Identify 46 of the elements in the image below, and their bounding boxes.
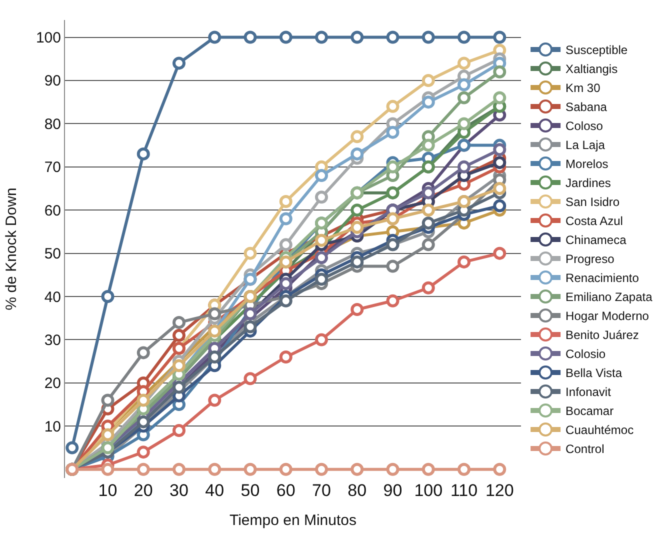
y-tick-label: 10	[44, 418, 61, 436]
legend-label: Km 30	[566, 81, 601, 96]
legend-label: Renacimiento	[566, 271, 640, 286]
x-tick-label: 30	[170, 481, 188, 500]
x-tick-label: 10	[98, 481, 118, 500]
legend-label: Colosio	[566, 347, 606, 362]
y-axis-title: % de Knock Down	[3, 188, 20, 310]
y-tick-label: 90	[44, 72, 61, 90]
legend-label: La Laja	[566, 138, 606, 152]
x-axis-title: Tiempo en Minutos	[229, 512, 357, 529]
y-tick-label: 70	[44, 159, 61, 176]
legend-label: San Isidro	[566, 195, 620, 210]
y-tick-label: 60	[44, 202, 61, 220]
legend-label: Susceptible	[566, 43, 628, 58]
legend-label: Hogar Moderno	[566, 309, 650, 324]
x-tick-label: 50	[240, 481, 260, 500]
x-tick-label: 120	[485, 481, 514, 500]
legend-label: Infonavit	[566, 385, 612, 400]
x-tick-label: 40	[205, 481, 224, 500]
y-tick-label: 20	[44, 375, 61, 392]
legend-label: Bella Vista	[566, 366, 622, 380]
y-tick-label: 30	[44, 332, 61, 349]
legend-label: Cuauhtémoc	[566, 423, 634, 438]
legend-label: Xaltiangis	[566, 62, 618, 76]
y-tick-label: 40	[44, 288, 61, 306]
y-tick-label: 100	[36, 30, 61, 47]
x-tick-label: 20	[134, 481, 153, 500]
x-tick-label: 90	[383, 481, 402, 500]
legend-label: Bocamar	[566, 404, 614, 418]
legend-label: Chinameca	[566, 233, 627, 248]
legend-label: Emiliano Zapata	[566, 290, 653, 304]
legend-label: Progreso	[566, 252, 615, 266]
x-tick-label: 80	[348, 481, 367, 500]
legend-label: Jardines	[566, 176, 611, 190]
x-tick-label: 70	[312, 481, 331, 500]
x-tick-label: 60	[276, 481, 296, 500]
legend-label: Coloso	[566, 119, 604, 134]
legend-label: Control	[566, 442, 604, 456]
y-tick-label: 80	[44, 116, 61, 133]
legend-label: Costa Azul	[566, 214, 623, 228]
legend-label: Benito Juárez	[566, 328, 639, 342]
legend-label: Morelos	[566, 157, 608, 172]
x-tick-label: 110	[450, 481, 478, 500]
x-tick-label: 100	[414, 481, 443, 500]
legend-label: Sabana	[566, 100, 608, 114]
y-tick-label: 50	[44, 246, 61, 263]
